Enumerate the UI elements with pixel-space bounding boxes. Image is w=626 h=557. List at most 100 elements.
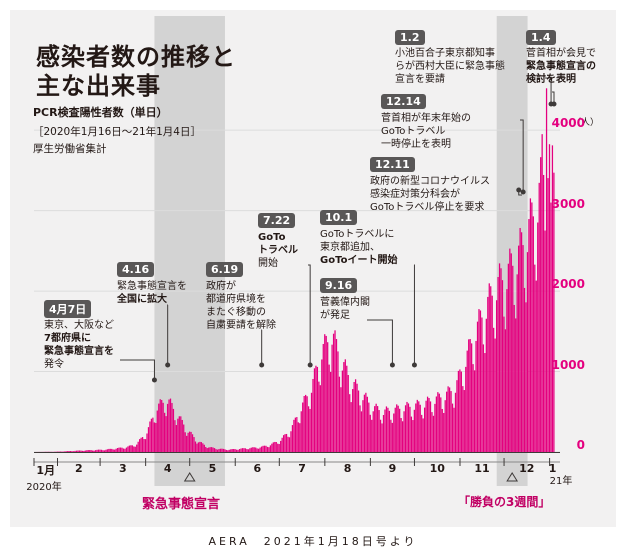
bar	[219, 448, 222, 452]
bar	[500, 268, 502, 452]
annotation-apr16: 緊急事態宣言を 全国に拡大	[117, 281, 187, 305]
bar	[322, 343, 324, 452]
month-label-10: 11	[474, 462, 490, 475]
bar	[431, 412, 433, 452]
bar	[381, 423, 383, 452]
month-label-12: 1	[548, 462, 557, 475]
bar	[83, 450, 85, 452]
bar	[297, 422, 299, 452]
bar	[180, 416, 182, 452]
bar	[94, 450, 97, 452]
month-label-4: 5	[208, 462, 217, 475]
bar	[485, 318, 487, 452]
bar	[246, 449, 248, 452]
bar	[247, 449, 249, 452]
bar	[360, 411, 363, 452]
bar	[194, 441, 197, 452]
bar	[403, 411, 405, 452]
bar	[127, 446, 129, 452]
bar	[177, 418, 179, 452]
bar	[174, 420, 176, 452]
bar	[547, 178, 549, 452]
bar	[284, 434, 286, 452]
chart-subtitle: PCR検査陽性者数（単日）	[33, 106, 168, 119]
bar	[319, 385, 321, 452]
bar	[368, 402, 370, 452]
bar	[356, 383, 358, 452]
bar	[498, 263, 501, 452]
bar	[453, 407, 455, 452]
bar	[256, 448, 258, 452]
annotation-jan4: 菅首相が会見で 緊急事態宣言の 検討を表明	[526, 48, 596, 85]
bar	[349, 394, 351, 452]
bar	[518, 245, 520, 452]
bar	[475, 340, 477, 452]
bar	[172, 408, 175, 452]
bar	[407, 403, 410, 452]
bar	[215, 449, 217, 452]
bar	[424, 407, 426, 452]
bar	[378, 410, 380, 452]
credit-line: AERA 2021年1月18日号より	[208, 535, 418, 548]
bar	[97, 449, 100, 452]
bar	[413, 409, 415, 452]
bar	[309, 408, 311, 452]
bar	[225, 449, 227, 452]
bar	[116, 448, 119, 452]
month-label-11: 12	[519, 462, 535, 475]
annotation-date-jan2: 1.2	[395, 30, 425, 45]
bar	[200, 442, 202, 452]
bar	[218, 449, 220, 452]
bar	[384, 409, 386, 452]
annotation-date-dec11: 12.11	[370, 157, 415, 172]
bar	[366, 396, 368, 452]
bar	[121, 447, 123, 452]
bar	[68, 451, 70, 452]
bar	[260, 446, 263, 452]
bar	[282, 435, 285, 452]
bar	[466, 350, 468, 452]
bar	[277, 443, 279, 452]
bar	[193, 437, 195, 452]
bar	[274, 441, 276, 452]
bar	[112, 449, 114, 452]
bar	[169, 398, 172, 452]
bar	[237, 449, 239, 452]
bar	[96, 449, 98, 452]
bar	[280, 440, 282, 452]
bar	[250, 447, 252, 452]
annotation-date-apr16: 4.16	[117, 262, 155, 277]
bar	[399, 408, 401, 452]
year-label-2021: 21年	[549, 476, 573, 487]
bar	[184, 432, 186, 452]
bar	[306, 396, 308, 452]
bar	[550, 202, 552, 452]
bar	[106, 449, 108, 452]
bar	[531, 202, 533, 452]
bar	[125, 447, 128, 452]
bar	[265, 445, 267, 452]
bar	[147, 427, 150, 452]
annotation-dec14: 菅首相が年末年始の GoToトラベル 一時停止を表明	[381, 113, 471, 150]
bar	[156, 410, 158, 452]
bar	[187, 432, 189, 452]
bar	[382, 414, 385, 452]
bar	[290, 431, 292, 452]
bar	[77, 450, 79, 452]
bar	[537, 222, 539, 452]
bar	[111, 448, 113, 452]
bar	[523, 287, 526, 452]
bar	[507, 263, 509, 452]
bar	[271, 443, 273, 452]
annotation-jul22: GoTo トラベル 開始	[258, 232, 298, 269]
bar	[118, 447, 120, 452]
leader-line-3	[308, 264, 311, 365]
bar	[325, 335, 327, 452]
bar	[387, 407, 389, 452]
leader-dot-9	[551, 101, 557, 107]
bar	[553, 172, 555, 453]
bar	[197, 442, 200, 452]
bar	[329, 371, 332, 452]
bar	[216, 449, 219, 452]
